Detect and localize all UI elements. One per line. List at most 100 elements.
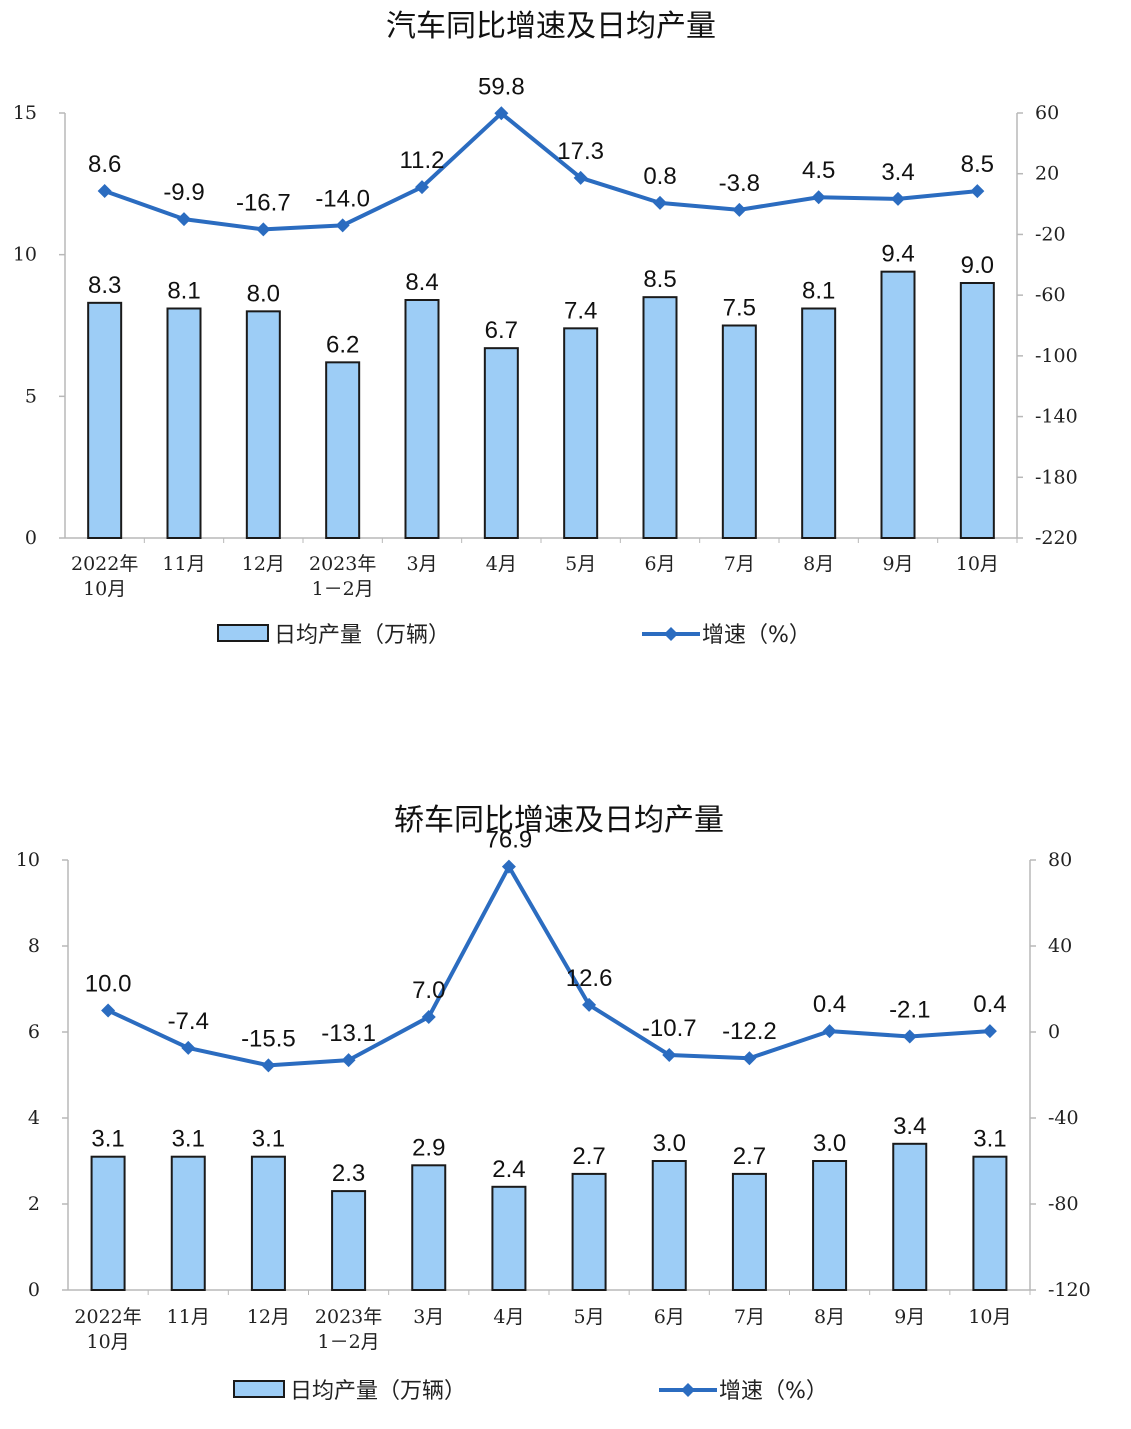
line-point — [335, 218, 350, 233]
line-point — [415, 180, 429, 195]
category-label: 12月 — [247, 1306, 290, 1328]
category-label: 2023年 — [315, 1306, 382, 1328]
line-point — [891, 191, 905, 206]
bar-value-label: 8.5 — [643, 266, 676, 293]
right-tick-label: 80 — [1048, 849, 1072, 871]
right-tick-label: 20 — [1035, 163, 1059, 185]
bar — [245, 310, 281, 540]
line-value-label: 0.8 — [643, 163, 676, 190]
bar — [812, 1160, 848, 1291]
category-label: 9月 — [882, 553, 913, 575]
category-label: 10月 — [86, 1331, 129, 1353]
bar-value-label: 3.1 — [252, 1126, 285, 1153]
bar — [563, 327, 599, 540]
category-label: 5月 — [565, 553, 596, 575]
line-point — [494, 106, 509, 121]
category-label: 7月 — [734, 1306, 765, 1328]
left-tick-label: 5 — [25, 385, 37, 407]
line-value-label: -3.8 — [719, 170, 760, 197]
bar — [642, 296, 678, 539]
line-value-label: 11.2 — [400, 147, 445, 174]
bar-value-label: 7.5 — [723, 295, 756, 322]
category-label: 2023年 — [309, 553, 376, 575]
right-tick-label: -220 — [1035, 527, 1078, 549]
right-tick-label: -60 — [1035, 284, 1066, 306]
bar — [90, 1155, 126, 1291]
bar-value-label: 3.1 — [172, 1126, 205, 1153]
line-value-label: -2.1 — [889, 997, 930, 1024]
line-value-label: 8.6 — [88, 151, 121, 178]
right-tick-label: 60 — [1035, 102, 1059, 124]
line-point — [101, 1003, 116, 1018]
legend: 日均产量（万辆） 增速（%） — [217, 623, 811, 648]
right-tick-label: -40 — [1048, 1107, 1079, 1129]
bar-value-label: 8.0 — [247, 280, 280, 307]
category-label: 9月 — [894, 1306, 925, 1328]
chart-title: 汽车同比增速及日均产量 — [386, 9, 716, 44]
chart-title: 轿车同比增速及日均产量 — [394, 803, 724, 838]
line-value-label: 0.4 — [813, 991, 846, 1018]
bar — [87, 301, 123, 540]
line-point — [421, 1009, 436, 1024]
bar — [892, 1142, 928, 1292]
legend-line-marker — [664, 627, 678, 641]
line-point — [261, 1058, 276, 1073]
bar-value-label: 2.3 — [332, 1160, 365, 1187]
line-point — [970, 184, 985, 199]
line-value-label: -13.1 — [321, 1020, 376, 1047]
category-label: 3月 — [406, 553, 437, 575]
category-label: 1－2月 — [317, 1331, 379, 1353]
bar-value-label: 2.4 — [492, 1156, 525, 1183]
bar — [331, 1190, 367, 1291]
line-point — [653, 195, 667, 210]
right-tick-label: -80 — [1048, 1193, 1079, 1215]
line-point — [662, 1048, 677, 1063]
left-tick-label: 0 — [28, 1279, 40, 1301]
legend-bar-label: 日均产量（万辆） — [290, 1379, 466, 1404]
right-tick-label: -140 — [1035, 406, 1078, 428]
bar-value-label: 3.0 — [813, 1130, 846, 1157]
line-value-label: -16.7 — [236, 189, 291, 216]
bar — [404, 299, 440, 539]
line-point — [501, 859, 516, 874]
line-value-label: 0.4 — [973, 991, 1006, 1018]
left-tick-label: 10 — [16, 849, 40, 871]
bar — [166, 307, 202, 539]
line-value-label: 76.9 — [486, 827, 533, 854]
category-label: 8月 — [803, 553, 834, 575]
bar — [170, 1155, 206, 1291]
bar-value-label: 3.0 — [653, 1130, 686, 1157]
category-label: 4月 — [493, 1306, 524, 1328]
line-value-label: -7.4 — [168, 1008, 209, 1035]
category-label: 4月 — [486, 553, 517, 575]
line-value-label: 17.3 — [557, 138, 604, 165]
right-tick-label: 40 — [1048, 935, 1072, 957]
bar-value-label: 6.7 — [485, 317, 518, 344]
line-point — [822, 1024, 837, 1039]
bar — [731, 1172, 767, 1292]
bar-value-label: 2.7 — [572, 1143, 605, 1170]
category-label: 11月 — [162, 553, 205, 575]
category-label: 2022年 — [71, 553, 138, 575]
line-point — [982, 1024, 997, 1039]
category-label: 3月 — [413, 1306, 444, 1328]
category-label: 5月 — [574, 1306, 605, 1328]
line-value-label: -15.5 — [241, 1025, 296, 1052]
category-label: 10月 — [968, 1306, 1011, 1328]
bar-value-label: 2.7 — [733, 1143, 766, 1170]
line-point — [902, 1029, 917, 1044]
bar — [491, 1185, 527, 1292]
legend-line-label: 增速（%） — [702, 623, 811, 648]
category-label: 11月 — [167, 1306, 210, 1328]
line-point — [177, 212, 191, 227]
line-point — [97, 184, 112, 199]
legend-bar-swatch — [233, 1380, 285, 1398]
category-label: 7月 — [724, 553, 755, 575]
bar — [880, 270, 916, 539]
left-tick-label: 2 — [28, 1193, 40, 1215]
bar — [721, 324, 757, 539]
bar — [959, 282, 995, 539]
line-value-label: 12.6 — [566, 965, 613, 992]
category-label: 6月 — [654, 1306, 685, 1328]
